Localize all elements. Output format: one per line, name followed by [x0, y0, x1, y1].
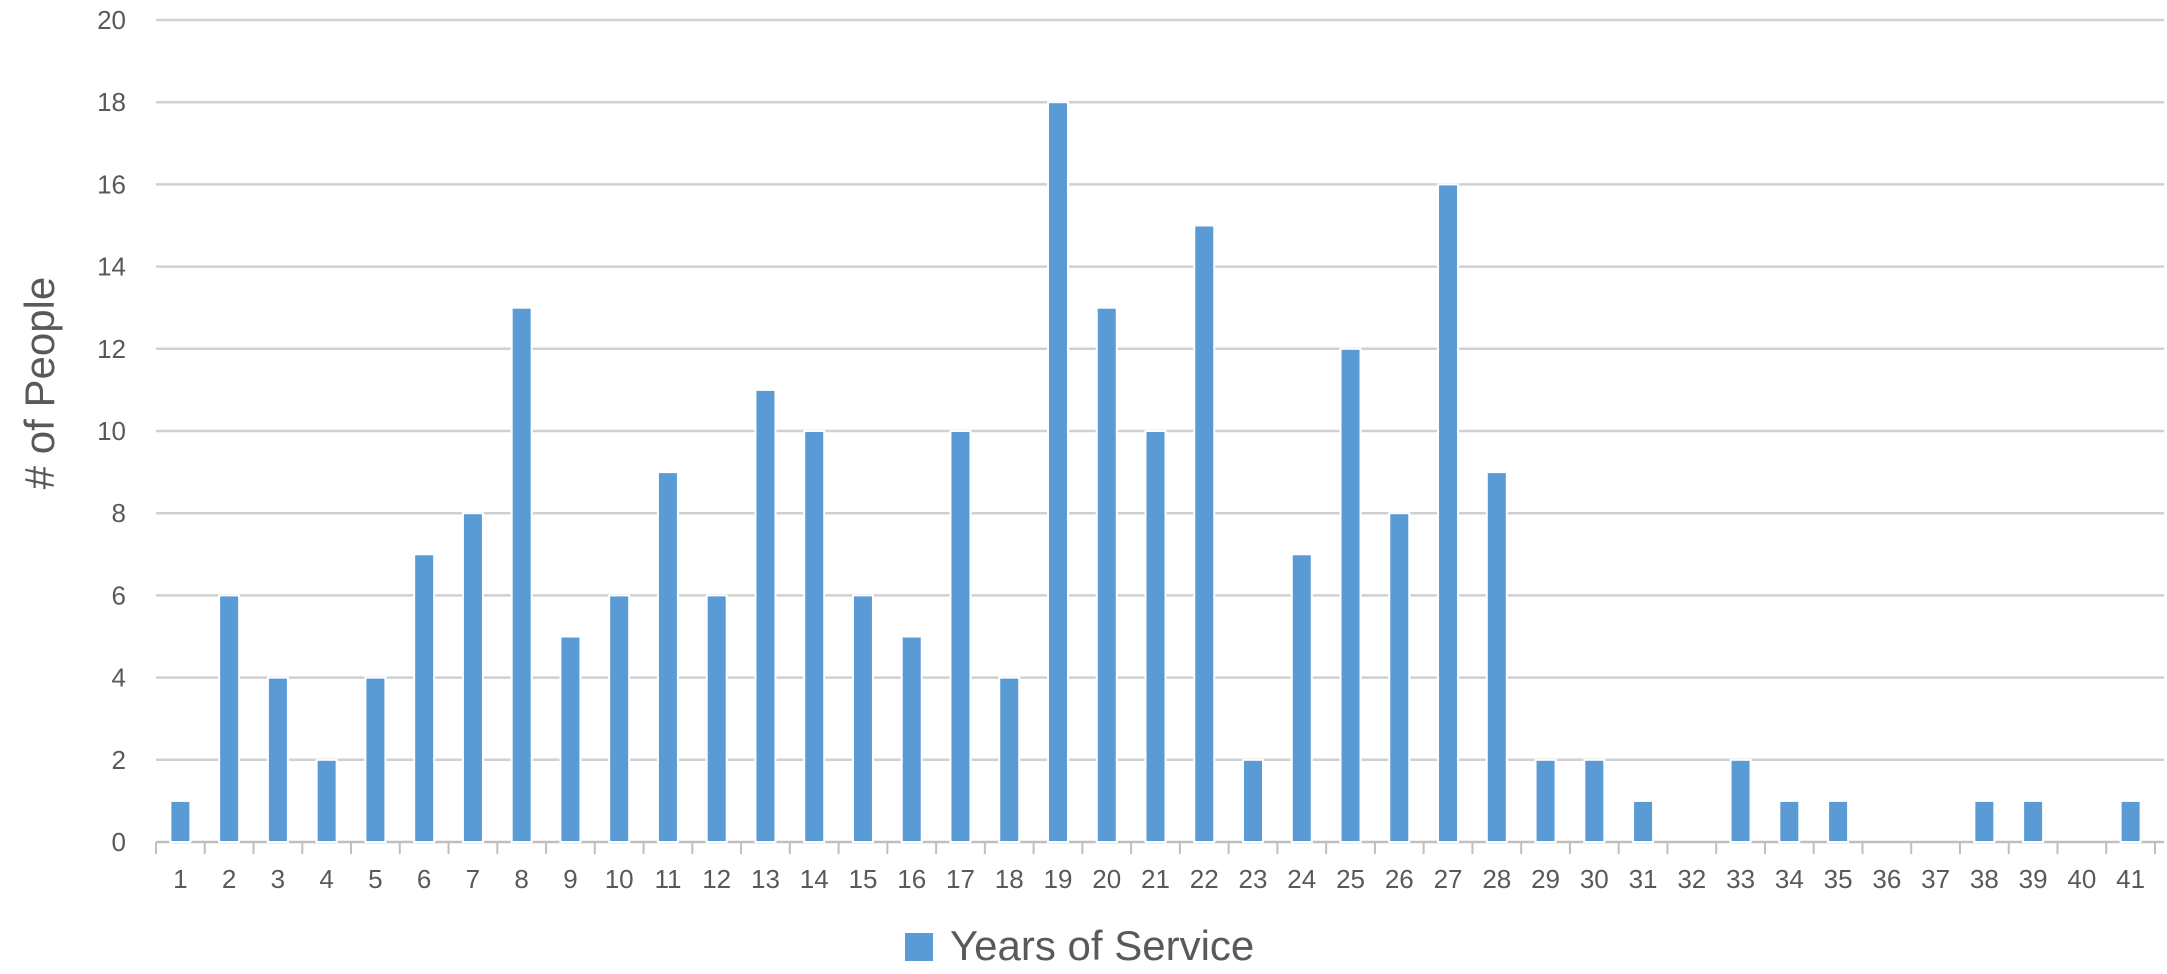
bar	[1046, 101, 1069, 843]
bar	[705, 594, 728, 844]
bar	[413, 553, 436, 843]
x-tick-label: 10	[605, 864, 634, 894]
bar	[461, 512, 484, 843]
bar	[1144, 430, 1167, 843]
x-tick-label: 5	[368, 864, 382, 894]
y-tick-label: 18	[97, 87, 126, 117]
bar	[218, 594, 241, 844]
bar	[315, 758, 338, 843]
x-tick-label: 4	[319, 864, 333, 894]
bar	[364, 676, 387, 843]
x-tick-label: 13	[751, 864, 780, 894]
x-tick-label: 32	[1677, 864, 1706, 894]
bar	[1290, 553, 1313, 843]
x-tick-label: 22	[1190, 864, 1219, 894]
x-tick-label: 19	[1044, 864, 1073, 894]
bar	[754, 388, 777, 843]
y-axis-tick-labels: 0 2 4 6 8 10 12 14 16 18 20	[97, 5, 126, 857]
x-tick-label: 14	[800, 864, 829, 894]
bar	[998, 676, 1021, 843]
bar	[2119, 799, 2142, 844]
x-tick-label: 3	[271, 864, 285, 894]
x-tick-label: 6	[417, 864, 431, 894]
x-axis	[155, 842, 2156, 854]
x-axis-tick-labels: 1 2 3 4 5 6 7 8 9 10 11 12 13 14 15 16 17 18 19 20 21 22 23 24 2…	[173, 864, 2145, 894]
bar	[2022, 799, 2045, 844]
y-tick-label: 2	[112, 745, 126, 775]
x-tick-label: 11	[654, 864, 681, 894]
y-tick-label: 14	[97, 252, 126, 282]
bar	[1242, 758, 1265, 843]
bars	[169, 101, 2142, 844]
x-tick-label: 35	[1824, 864, 1853, 894]
y-tick-label: 4	[112, 663, 126, 693]
bar	[1827, 799, 1850, 844]
x-tick-label: 40	[2067, 864, 2096, 894]
bar	[949, 430, 972, 843]
x-tick-label: 18	[995, 864, 1024, 894]
bar	[656, 471, 679, 843]
bar	[1778, 799, 1801, 844]
x-tick-label: 25	[1336, 864, 1365, 894]
bar	[1729, 758, 1752, 843]
x-tick-label: 28	[1482, 864, 1511, 894]
y-tick-label: 6	[112, 580, 126, 610]
x-tick-label: 20	[1092, 864, 1121, 894]
x-tick-label: 34	[1775, 864, 1804, 894]
bar	[1973, 799, 1996, 844]
x-tick-label: 39	[2019, 864, 2048, 894]
x-tick-label: 15	[849, 864, 878, 894]
bar	[266, 676, 289, 843]
x-tick-label: 33	[1726, 864, 1755, 894]
bar	[803, 430, 826, 843]
x-tick-label: 37	[1921, 864, 1950, 894]
bar	[1193, 224, 1216, 843]
legend-label: Years of Service	[950, 922, 1254, 969]
bar	[1339, 347, 1362, 843]
x-tick-label: 1	[173, 864, 187, 894]
bar	[1388, 512, 1411, 843]
bar	[900, 635, 923, 843]
bar	[510, 306, 533, 843]
x-tick-label: 8	[514, 864, 528, 894]
x-tick-label: 27	[1434, 864, 1463, 894]
x-tick-label: 21	[1141, 864, 1170, 894]
x-tick-label: 9	[563, 864, 577, 894]
x-tick-label: 24	[1287, 864, 1316, 894]
x-tick-label: 36	[1872, 864, 1901, 894]
x-tick-label: 16	[897, 864, 926, 894]
y-tick-label: 10	[97, 416, 126, 446]
x-tick-label: 41	[2116, 864, 2145, 894]
bar	[851, 594, 874, 844]
x-tick-label: 31	[1629, 864, 1658, 894]
y-tick-label: 8	[112, 498, 126, 528]
bar	[559, 635, 582, 843]
legend-swatch	[903, 931, 935, 963]
y-tick-label: 0	[112, 827, 126, 857]
x-tick-label: 26	[1385, 864, 1414, 894]
bar	[169, 799, 192, 844]
x-tick-label: 12	[702, 864, 731, 894]
bar	[1583, 758, 1606, 843]
y-tick-label: 16	[97, 169, 126, 199]
bar	[1485, 471, 1508, 843]
x-tick-label: 29	[1531, 864, 1560, 894]
bar	[1437, 183, 1460, 843]
bar	[1534, 758, 1557, 843]
x-tick-label: 17	[946, 864, 975, 894]
bar	[608, 594, 631, 844]
x-tick-label: 30	[1580, 864, 1609, 894]
bar	[1095, 306, 1118, 843]
y-tick-label: 12	[97, 334, 126, 364]
x-tick-label: 7	[466, 864, 480, 894]
bar	[1632, 799, 1655, 844]
y-axis-label: # of People	[16, 277, 63, 490]
legend: Years of Service	[903, 922, 1254, 969]
x-tick-label: 38	[1970, 864, 1999, 894]
y-tick-label: 20	[97, 5, 126, 35]
x-tick-label: 2	[222, 864, 236, 894]
x-tick-label: 23	[1239, 864, 1268, 894]
